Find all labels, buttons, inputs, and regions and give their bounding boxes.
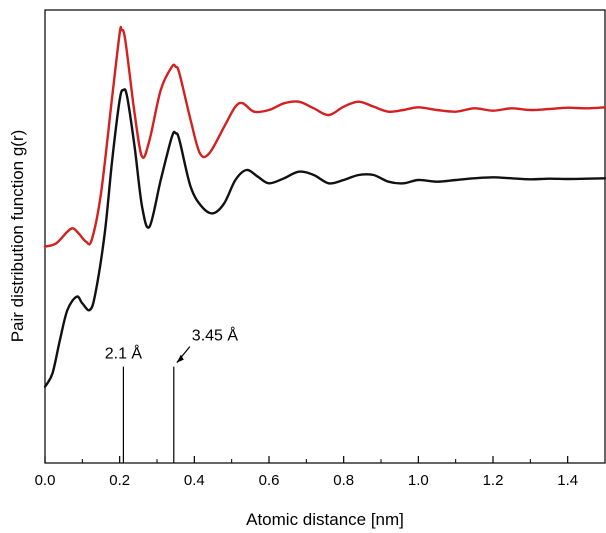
plot-frame — [44, 9, 606, 464]
x-tick-label: 0.0 — [35, 472, 56, 489]
peak-annotations: 2.1 Å 3.45 Å — [105, 326, 239, 463]
x-tick-label: 1.4 — [557, 472, 578, 489]
annotation-label: 2.1 Å — [105, 344, 143, 363]
x-tick-label: 1.0 — [408, 472, 429, 489]
x-tick-label: 0.4 — [184, 472, 205, 489]
y-axis-title: Pair distribution function g(r) — [8, 130, 27, 343]
data-series — [43, 25, 606, 388]
x-axis-title: Atomic distance [nm] — [246, 510, 404, 529]
series-line-red — [43, 25, 606, 248]
x-tick-label: 0.8 — [333, 472, 354, 489]
x-axis-ticks — [44, 456, 606, 463]
x-tick-label: 1.2 — [483, 472, 504, 489]
annotation-label: 3.45 Å — [192, 326, 239, 345]
x-tick-label: 0.2 — [109, 472, 130, 489]
x-tick-label: 0.6 — [259, 472, 280, 489]
x-axis-tick-labels: 0.0 0.2 0.4 0.6 0.8 1.0 1.2 1.4 — [35, 472, 579, 489]
series-line-black — [43, 88, 606, 388]
annotation-arrowhead — [176, 354, 184, 363]
